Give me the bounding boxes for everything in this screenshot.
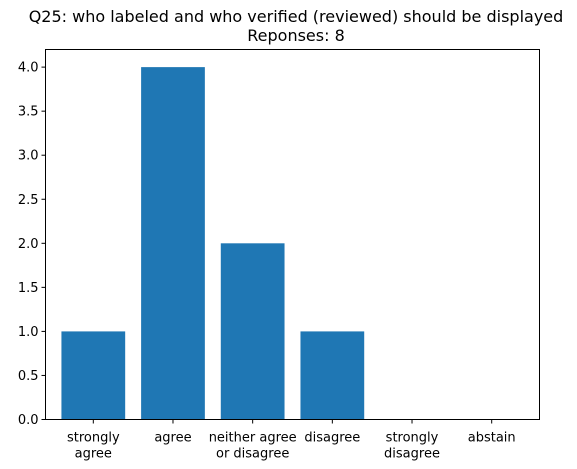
x-tick-label-line: neither agree	[209, 431, 297, 446]
x-tick-label-line: agree	[75, 447, 112, 462]
x-tick-label: neither agree or disagree	[209, 431, 297, 462]
y-tick-label: 1.5	[18, 281, 39, 296]
y-tick-label: 1.0	[18, 325, 39, 340]
chart-subtitle: Reponses: 8	[247, 26, 345, 45]
y-tick-label: 3.5	[18, 105, 39, 120]
y-tick-label: 2.5	[18, 193, 39, 208]
y-tick-label: 0.0	[18, 413, 39, 428]
bar	[61, 331, 126, 420]
y-tick-label: 3.0	[18, 149, 39, 164]
bars-group	[61, 67, 365, 420]
x-tick-label-line: disagree	[384, 447, 440, 462]
x-tick-label-line: strongly	[386, 431, 439, 446]
y-tick-label: 0.5	[18, 369, 39, 384]
y-tick-label: 2.0	[18, 237, 39, 252]
x-tick-label: abstain	[468, 431, 516, 446]
x-tick-label-line: agree	[154, 431, 191, 446]
x-tick-label: strongly agree	[67, 431, 120, 462]
x-tick-label: agree	[154, 431, 191, 446]
x-tick-label-line: strongly	[67, 431, 120, 446]
x-tick-label-line: abstain	[468, 431, 516, 446]
y-tick-label: 4.0	[18, 61, 39, 76]
bar	[220, 243, 285, 420]
bar	[141, 67, 205, 420]
x-tick-label-line: or disagree	[216, 447, 289, 462]
plot-frame	[45, 49, 540, 420]
y-axis: 0.0 0.5 1.0 1.5 2.0 2.5 3.0 3.5 4.0	[18, 61, 46, 428]
bar	[300, 331, 365, 420]
x-tick-label: strongly disagree	[384, 431, 440, 462]
x-tick-label-line: disagree	[304, 431, 360, 446]
x-tick-label: disagree	[304, 431, 360, 446]
chart-title: Q25: who labeled and who verified (revie…	[29, 7, 564, 26]
